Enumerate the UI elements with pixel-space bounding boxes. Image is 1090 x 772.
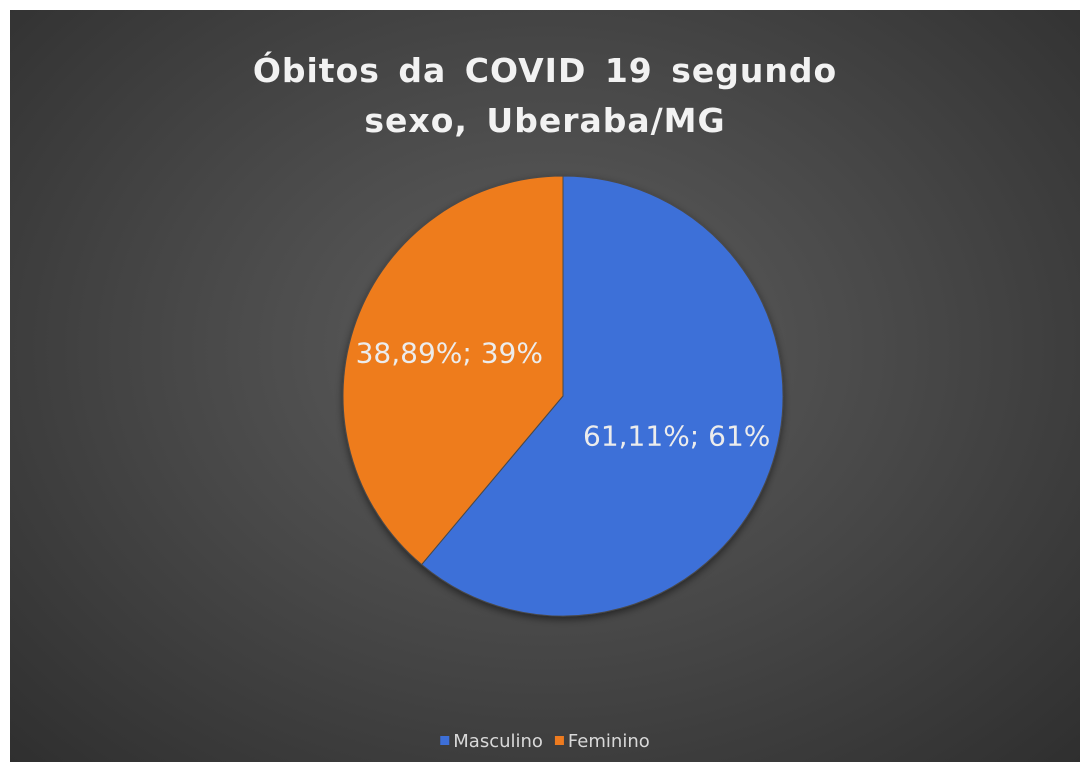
legend-label: Masculino: [453, 731, 543, 752]
legend-marker: [440, 736, 450, 745]
chart-title: Óbitos da COVID 19 segundo sexo, Uberaba…: [252, 51, 838, 140]
pie: [342, 175, 784, 617]
pie-slice: [420, 175, 784, 617]
data-label: 38,89%; 39%: [356, 337, 543, 370]
legend-label: Feminino: [568, 731, 650, 752]
legend-marker: [554, 736, 564, 745]
pie-slice: [342, 175, 564, 566]
data-label: 61,11%; 61%: [583, 419, 770, 452]
legend: Masculino Feminino: [440, 731, 650, 752]
